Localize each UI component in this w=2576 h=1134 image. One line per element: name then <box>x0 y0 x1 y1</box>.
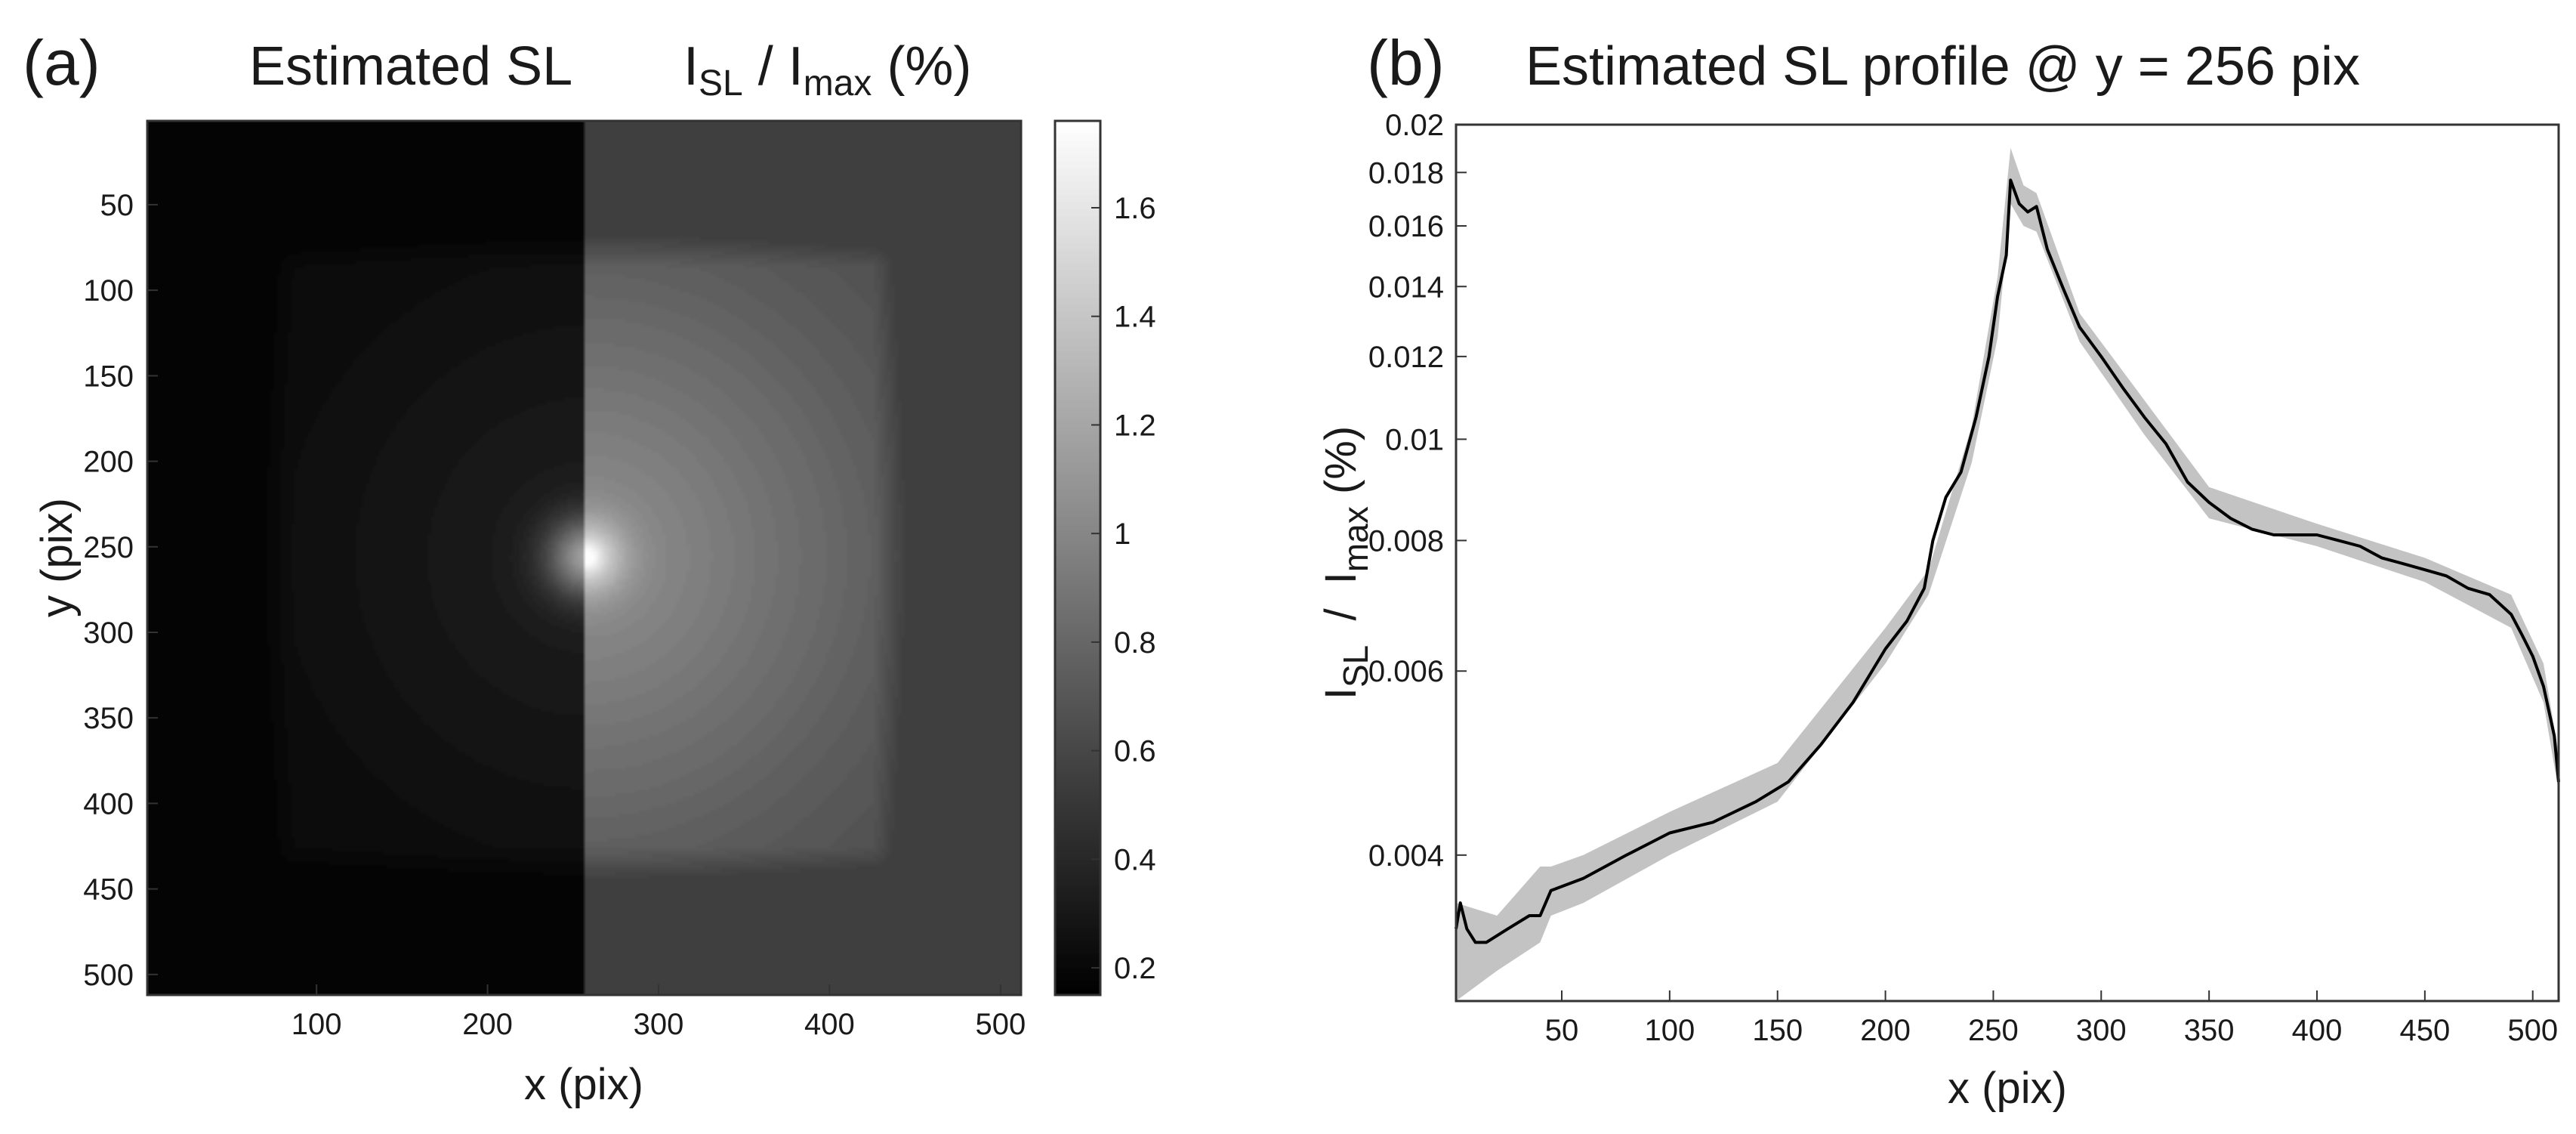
heatmap-y-tick-label: 400 <box>83 787 134 820</box>
panel-b-line-chart: (b) Estimated SL profile @ y = 256 pix 5… <box>1316 27 2560 1113</box>
line-y-tick-label: 0.02 <box>1385 109 1444 142</box>
panel-a-label: (a) <box>23 27 100 98</box>
panel-a-heatmap: (a) Estimated SL ISL / Imax (%) 100 200 30… <box>23 27 1156 1109</box>
heatmap-y-tick-label: 200 <box>83 446 134 479</box>
colorbar-tick-label: 0.6 <box>1114 735 1156 768</box>
heatmap-frame <box>146 119 1023 996</box>
line-y-tick-label: 0.016 <box>1368 210 1444 243</box>
colorbar-tick-label: 1.2 <box>1114 409 1156 442</box>
profile-line <box>1455 178 2560 944</box>
line-y-ticks: 0.004 0.006 0.008 0.01 0.012 0.014 0.016 0.018 0… <box>1368 109 1467 873</box>
line-y-tick-label: 0.012 <box>1368 341 1444 374</box>
colorbar-tick-label: 1.6 <box>1114 192 1156 225</box>
line-x-tick-label: 350 <box>2184 1014 2235 1047</box>
title-i: I <box>683 36 699 97</box>
line-y-tick-label: 0.008 <box>1368 524 1444 558</box>
heatmap-x-tick-label: 300 <box>634 1008 684 1041</box>
ylabel-sub-sl: SL <box>1336 645 1375 688</box>
heatmap-y-tick-label: 350 <box>83 702 134 735</box>
line-y-tick-label: 0.006 <box>1368 655 1444 688</box>
heatmap-x-label: x (pix) <box>524 1060 643 1109</box>
line-x-label: x (pix) <box>1948 1064 2067 1113</box>
colorbar-tick-label: 0.2 <box>1114 952 1156 985</box>
line-x-tick-label: 100 <box>1644 1014 1695 1047</box>
line-x-tick-label: 400 <box>2292 1014 2343 1047</box>
line-y-tick-label: 0.018 <box>1368 156 1444 190</box>
colorbar-tick-label: 1 <box>1114 518 1131 551</box>
heatmap-y-tick-label: 100 <box>83 274 134 307</box>
heatmap-y-tick-label: 500 <box>83 959 134 992</box>
colorbar-frame <box>1054 119 1102 996</box>
title-tail: (%) <box>872 36 971 97</box>
heatmap-y-tick-label: 150 <box>83 360 134 393</box>
heatmap-y-tick-label: 300 <box>83 616 134 650</box>
ylabel-tail: (%) <box>1316 426 1365 506</box>
panel-a-title: Estimated SL <box>249 36 572 97</box>
line-x-tick-label: 500 <box>2507 1014 2558 1047</box>
line-x-ticks: 50 100 150 200 250 300 350 400 450 500 <box>1545 990 2558 1047</box>
line-y-tick-label: 0.004 <box>1368 839 1444 873</box>
colorbar-ticks: 0.2 0.4 0.6 0.8 1 1.2 1.4 1.6 <box>1091 192 1156 985</box>
line-y-label: ISL / Imax (%) <box>1316 426 1375 700</box>
heatmap-y-tick-label: 250 <box>83 531 134 564</box>
title-sub-max: max <box>804 63 872 104</box>
colorbar-image <box>1055 121 1100 995</box>
colorbar-tick-label: 0.8 <box>1114 626 1156 660</box>
heatmap-y-label: y (pix) <box>32 498 82 617</box>
heatmap-x-tick-label: 500 <box>975 1008 1026 1041</box>
heatmap-y-ticks: 50 100 150 200 250 300 350 400 450 500 <box>83 189 158 992</box>
heatmap-image <box>147 121 1021 995</box>
line-y-tick-label: 0.01 <box>1385 423 1444 456</box>
line-y-tick-label: 0.014 <box>1368 270 1444 304</box>
heatmap-x-tick-label: 100 <box>292 1008 342 1041</box>
line-x-tick-label: 200 <box>1860 1014 1911 1047</box>
heatmap-y-tick-label: 450 <box>83 873 134 907</box>
ylabel-mid: / I <box>1316 572 1365 645</box>
uncertainty-band <box>1456 147 2559 1001</box>
line-x-tick-label: 250 <box>1968 1014 2019 1047</box>
panel-a-colorbar-title: ISL / Imax (%) <box>683 36 971 104</box>
colorbar-tick-label: 0.4 <box>1114 843 1156 876</box>
line-x-tick-label: 50 <box>1545 1014 1579 1047</box>
line-x-tick-label: 150 <box>1752 1014 1803 1047</box>
title-mid: / I <box>743 36 804 97</box>
heatmap-y-tick-label: 50 <box>100 189 134 222</box>
line-plot-frame <box>1455 123 2560 1003</box>
heatmap-x-tick-label: 200 <box>462 1008 513 1041</box>
heatmap-x-ticks: 100 200 300 400 500 <box>292 984 1026 1041</box>
ylabel-sub-max: max <box>1336 506 1375 572</box>
line-x-tick-label: 300 <box>2076 1014 2127 1047</box>
panel-b-title: Estimated SL profile @ y = 256 pix <box>1526 36 2360 97</box>
ylabel-i: I <box>1316 688 1365 700</box>
line-x-tick-label: 450 <box>2399 1014 2450 1047</box>
heatmap-x-tick-label: 400 <box>804 1008 855 1041</box>
title-sub-sl: SL <box>699 63 743 104</box>
colorbar-tick-label: 1.4 <box>1114 301 1156 334</box>
panel-b-label: (b) <box>1367 27 1445 98</box>
